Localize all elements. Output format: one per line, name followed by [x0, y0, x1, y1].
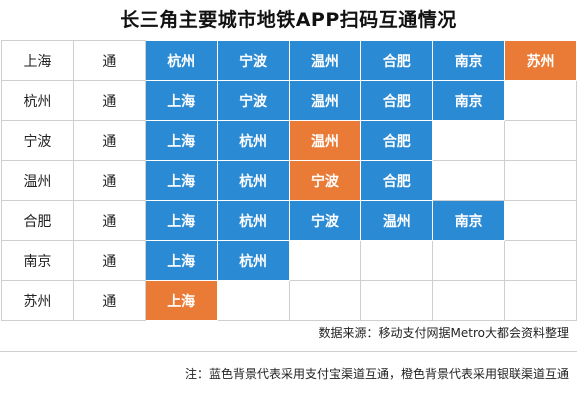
row-city-label: 杭州 [1, 80, 74, 121]
interop-cell: 合肥 [360, 120, 434, 161]
empty-cell [360, 280, 434, 321]
row-status-label: 通 [72, 160, 146, 201]
row-status-label: 通 [72, 200, 146, 241]
interop-cell: 宁波 [216, 40, 290, 81]
empty-cell [504, 160, 577, 201]
row-city-label: 合肥 [1, 200, 74, 241]
row-city-label: 南京 [1, 240, 74, 281]
table-row: 南京通上海 杭州 [1, 240, 577, 281]
interop-cell: 杭州 [216, 240, 290, 281]
interop-cell: 温州 [360, 200, 434, 241]
interop-cell: 杭州 [216, 200, 290, 241]
interop-cell: 宁波 [288, 160, 362, 201]
empty-cell [432, 160, 506, 201]
source-note: 数据来源：移动支付网据Metro大都会资料整理 [318, 326, 569, 340]
interop-cell: 温州 [288, 80, 362, 121]
empty-cell [216, 280, 290, 321]
table-body: 上海通杭州 宁波 温州 合肥 南京 苏州 杭州通上海 宁波 温州 合肥 南京 宁波通上海 杭州 温州 合肥温… [1, 40, 577, 321]
legend-note: 注：蓝色背景代表采用支付宝渠道互通，橙色背景代表采用银联渠道互通 [184, 367, 569, 381]
empty-cell [504, 80, 577, 121]
empty-cell [504, 240, 577, 281]
empty-cell [504, 200, 577, 241]
table-row: 杭州通上海 宁波 温州 合肥 南京 [1, 80, 577, 121]
interop-cell: 上海 [144, 160, 218, 201]
row-status-label: 通 [72, 240, 146, 281]
row-city-label: 苏州 [1, 280, 74, 321]
interop-cell: 温州 [288, 120, 362, 161]
divider [0, 351, 577, 352]
interop-table: 上海通杭州 宁波 温州 合肥 南京 苏州 杭州通上海 宁波 温州 合肥 南京 宁波通上海 杭州 温州 合肥温… [1, 40, 577, 321]
row-status-label: 通 [72, 80, 146, 121]
interop-cell: 宁波 [288, 200, 362, 241]
interop-cell: 上海 [144, 120, 218, 161]
interop-cell: 上海 [144, 240, 218, 281]
row-city-label: 上海 [1, 40, 74, 81]
empty-cell [432, 280, 506, 321]
interop-cell: 南京 [432, 40, 506, 81]
table-row: 温州通上海 杭州 宁波 合肥 [1, 160, 577, 201]
interop-cell: 合肥 [360, 80, 434, 121]
interop-cell: 杭州 [216, 160, 290, 201]
row-city-label: 宁波 [1, 120, 74, 161]
table-row: 宁波通上海 杭州 温州 合肥 [1, 120, 577, 161]
empty-cell [432, 120, 506, 161]
interop-cell: 温州 [288, 40, 362, 81]
row-city-label: 温州 [1, 160, 74, 201]
empty-cell [288, 240, 362, 281]
interop-cell: 南京 [432, 200, 506, 241]
page-title: 长三角主要城市地铁APP扫码互通情况 [120, 9, 457, 31]
interop-cell: 杭州 [216, 120, 290, 161]
empty-cell [432, 240, 506, 281]
empty-cell [504, 280, 577, 321]
interop-cell: 上海 [144, 280, 218, 321]
row-status-label: 通 [72, 40, 146, 81]
table-row: 苏州通上海 [1, 280, 577, 321]
table-row: 合肥通上海 杭州 宁波 温州 南京 [1, 200, 577, 241]
interop-cell: 南京 [432, 80, 506, 121]
empty-cell [360, 240, 434, 281]
table-row: 上海通杭州 宁波 温州 合肥 南京 苏州 [1, 40, 577, 81]
empty-cell [504, 120, 577, 161]
empty-cell [288, 280, 362, 321]
interop-cell: 合肥 [360, 160, 434, 201]
interop-cell: 上海 [144, 80, 218, 121]
interop-cell: 苏州 [504, 40, 577, 81]
interop-cell: 杭州 [144, 40, 218, 81]
interop-cell: 宁波 [216, 80, 290, 121]
row-status-label: 通 [72, 120, 146, 161]
row-status-label: 通 [72, 280, 146, 321]
interop-cell: 合肥 [360, 40, 434, 81]
interop-cell: 上海 [144, 200, 218, 241]
